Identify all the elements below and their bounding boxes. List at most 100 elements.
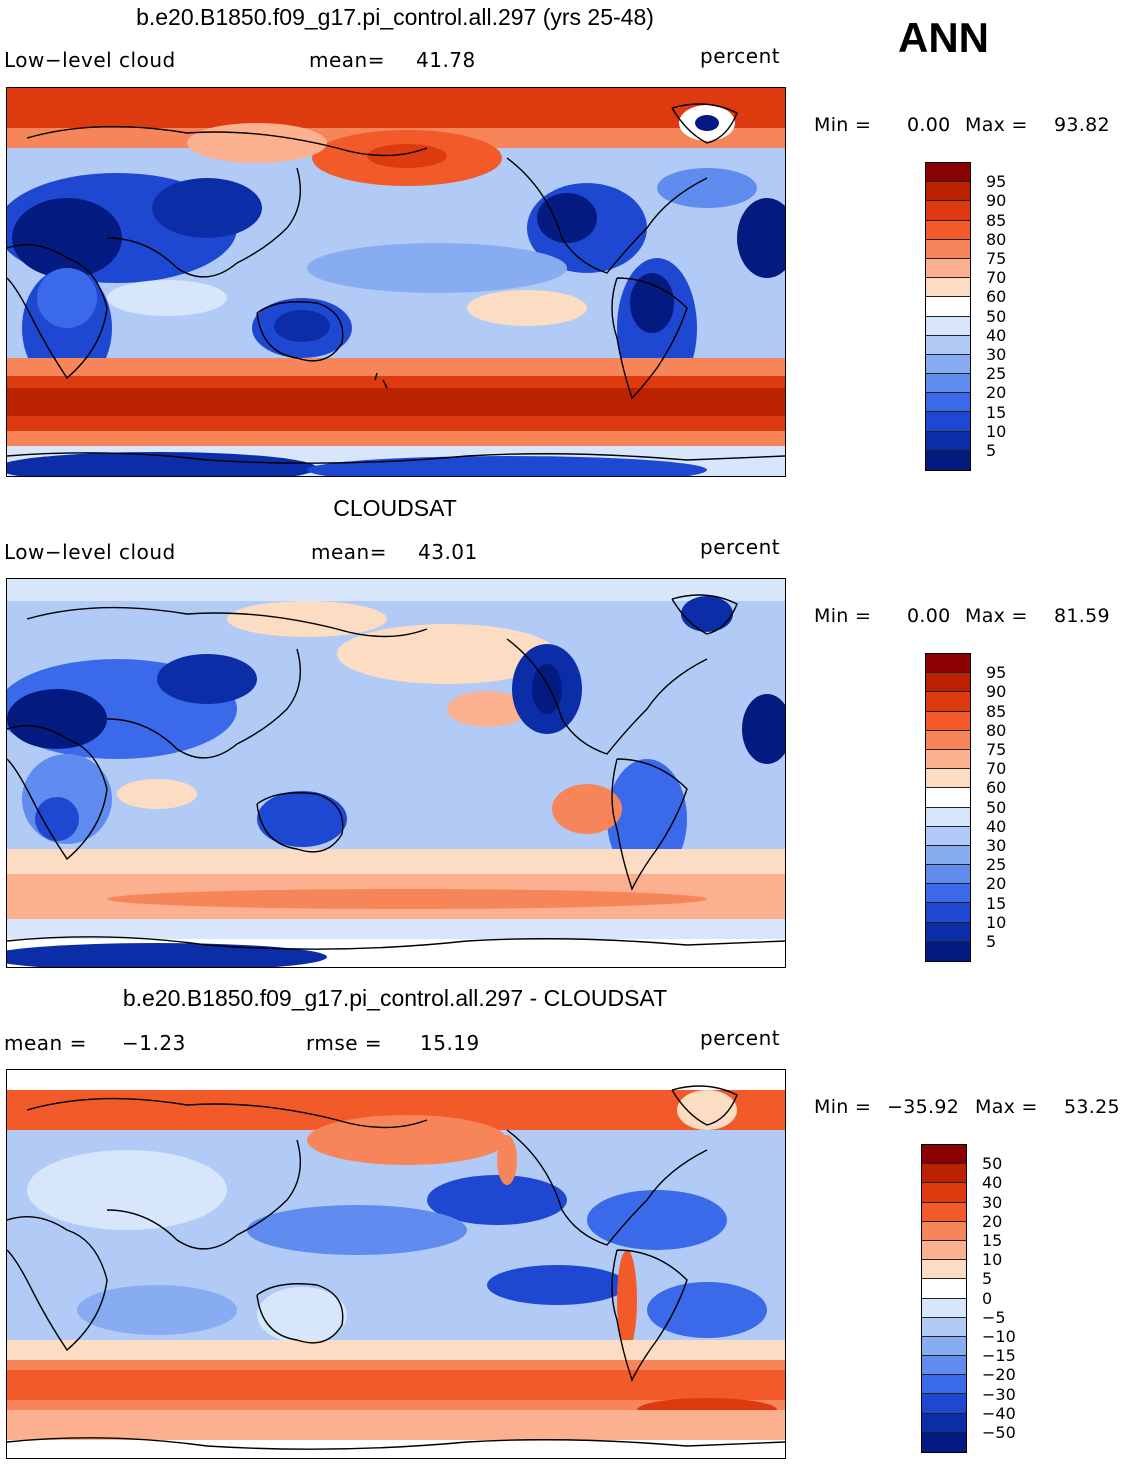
colorbar-cell	[926, 450, 970, 470]
panel-3-min-label: Min =	[814, 1096, 872, 1118]
panel-2-max-value: 81.59	[1054, 605, 1110, 627]
colorbar-cell	[926, 788, 970, 808]
colorbar-label: 5	[982, 1269, 993, 1289]
colorbar-label: 50	[986, 306, 1007, 326]
panel-3-max-value: 53.25	[1064, 1096, 1120, 1118]
colorbar-label: 75	[986, 740, 1007, 759]
colorbar-cell	[922, 1298, 966, 1318]
panel-3-min-value: −35.92	[887, 1096, 960, 1118]
colorbar-label: 40	[982, 1173, 1003, 1193]
colorbar-cell	[922, 1260, 966, 1280]
colorbar-label: 30	[986, 345, 1007, 364]
colorbar-cell	[926, 769, 970, 789]
colorbar-label: 5	[986, 932, 997, 951]
colorbar-cell	[926, 182, 970, 202]
colorbar-cell	[926, 335, 970, 355]
colorbar-label: 25	[986, 364, 1007, 384]
colorbar-label: 20	[986, 383, 1007, 403]
colorbar-cell	[926, 654, 970, 674]
panel-3-map	[6, 1069, 786, 1459]
colorbar-label: 5	[986, 441, 997, 460]
colorbar-label: 80	[986, 720, 1007, 740]
panel-1-max-value: 93.82	[1054, 114, 1110, 136]
colorbar-cell	[926, 316, 970, 336]
panel-3-max-label: Max =	[975, 1096, 1038, 1118]
colorbar-cell	[922, 1336, 966, 1357]
panel-3-mean-value: −1.23	[122, 1031, 186, 1055]
colorbar-label: −10	[982, 1327, 1016, 1346]
panel-2-mean-value: 43.01	[418, 540, 478, 564]
colorbar-label: −50	[982, 1423, 1016, 1442]
colorbar-cell	[922, 1413, 966, 1433]
panel-1-colorbar	[925, 162, 971, 471]
colorbar-label: 75	[986, 249, 1007, 268]
panel-3-units: percent	[700, 1026, 781, 1050]
colorbar-cell	[926, 431, 970, 451]
colorbar-label: 10	[982, 1250, 1003, 1270]
colorbar-cell	[922, 1145, 966, 1165]
colorbar-label: 70	[986, 759, 1007, 779]
colorbar-cell	[926, 711, 970, 731]
colorbar-cell	[926, 412, 970, 432]
colorbar-label: 40	[986, 816, 1007, 836]
colorbar-label: 20	[986, 874, 1007, 894]
panel-1-title: b.e20.B1850.f09_g17.pi_control.all.297 (…	[136, 4, 654, 30]
colorbar-label: 90	[986, 682, 1007, 702]
panel-1-max-label: Max =	[965, 114, 1028, 136]
colorbar-label: 85	[986, 701, 1007, 721]
panel-2-colorbar	[925, 653, 971, 962]
panel-3-rmse-value: 15.19	[420, 1031, 480, 1055]
colorbar-label: 60	[986, 778, 1007, 798]
colorbar-cell	[926, 239, 970, 259]
colorbar-cell	[926, 220, 970, 240]
colorbar-cell	[926, 845, 970, 866]
panel-1-variable: Low−level cloud	[4, 48, 176, 72]
panel-3-title: b.e20.B1850.f09_g17.pi_control.all.297 -…	[122, 985, 668, 1011]
colorbar-cell	[922, 1164, 966, 1184]
colorbar-label: 70	[986, 268, 1007, 288]
colorbar-cell	[922, 1394, 966, 1414]
colorbar-cell	[926, 354, 970, 375]
panel-1-units: percent	[700, 44, 781, 68]
panel-1-map	[6, 87, 786, 477]
colorbar-label: 60	[986, 287, 1007, 307]
colorbar-cell	[926, 201, 970, 221]
colorbar-cell	[922, 1432, 966, 1452]
panel-3-colorbar	[921, 1144, 967, 1453]
panel-3-rmse-label: rmse =	[306, 1031, 383, 1055]
colorbar-label: 15	[986, 402, 1007, 422]
colorbar-label: 50	[986, 797, 1007, 817]
colorbar-cell	[922, 1375, 966, 1395]
colorbar-label: 30	[986, 836, 1007, 855]
colorbar-label: 15	[982, 1231, 1003, 1250]
colorbar-cell	[926, 826, 970, 846]
season-label: ANN	[898, 14, 989, 61]
panel-2-variable: Low−level cloud	[4, 540, 176, 564]
panel-2-map	[6, 578, 786, 968]
colorbar-label: −15	[982, 1346, 1016, 1366]
panel-2-max-label: Max =	[965, 605, 1028, 627]
colorbar-label: 85	[986, 210, 1007, 230]
panel-2-units: percent	[700, 535, 781, 559]
colorbar-cell	[922, 1279, 966, 1299]
colorbar-cell	[926, 278, 970, 298]
colorbar-cell	[926, 749, 970, 770]
colorbar-cell	[926, 374, 970, 394]
colorbar-label: 10	[986, 421, 1007, 441]
colorbar-cell	[922, 1317, 966, 1337]
colorbar-cell	[922, 1240, 966, 1261]
colorbar-label: 95	[986, 172, 1007, 192]
colorbar-label: −40	[982, 1403, 1016, 1423]
panel-3-mean-label: mean =	[4, 1031, 87, 1055]
colorbar-cell	[926, 258, 970, 279]
colorbar-cell	[926, 903, 970, 923]
panel-1-mean-value: 41.78	[416, 48, 476, 72]
colorbar-label: 20	[982, 1211, 1003, 1231]
panel-2-stat-label: mean=	[311, 540, 387, 564]
colorbar-cell	[926, 297, 970, 317]
colorbar-label: 40	[986, 325, 1007, 345]
colorbar-label: 95	[986, 663, 1007, 683]
colorbar-cell	[926, 922, 970, 942]
colorbar-label: 30	[982, 1192, 1003, 1212]
colorbar-cell	[926, 692, 970, 712]
